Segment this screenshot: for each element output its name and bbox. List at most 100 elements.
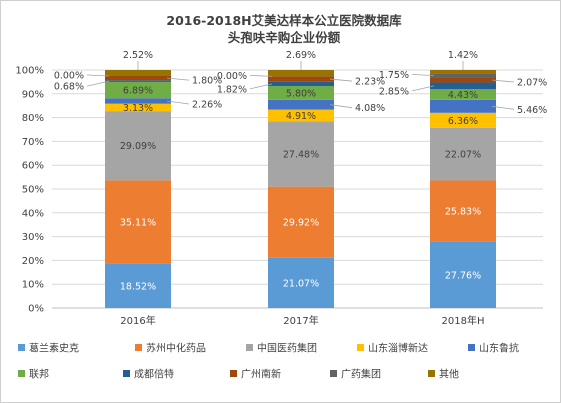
leader-line xyxy=(249,83,273,90)
data-label: 1.42% xyxy=(448,50,478,61)
data-label: 6.36% xyxy=(448,116,478,127)
bar-segment xyxy=(105,80,171,82)
bar-segment xyxy=(430,99,496,113)
y-tick-label: 10% xyxy=(22,280,44,291)
legend-swatch xyxy=(468,344,475,351)
data-label: 0.00% xyxy=(54,70,84,81)
bar-segment xyxy=(430,89,496,100)
leader-line xyxy=(86,74,110,77)
data-label: 4.43% xyxy=(448,90,478,101)
data-label: 6.89% xyxy=(123,86,153,97)
bar-segment xyxy=(268,121,334,187)
leader-line xyxy=(491,79,515,83)
legend-swatch xyxy=(230,370,237,377)
x-tick-label: 2016年 xyxy=(120,314,155,327)
data-label: 4.91% xyxy=(286,111,316,122)
data-label: 3.13% xyxy=(123,103,153,114)
chart-title-line-1: 2016-2018H艾美达样本公立医院数据库 xyxy=(166,13,402,28)
bar-segment xyxy=(268,99,334,110)
bar-segment xyxy=(430,70,496,74)
bar-segment xyxy=(430,180,496,242)
data-label: 2.23% xyxy=(355,77,385,88)
data-label: 22.07% xyxy=(445,150,481,161)
leader-line xyxy=(329,78,353,82)
legend-swatch xyxy=(428,370,435,377)
data-label: 4.08% xyxy=(355,103,385,114)
bar-segment xyxy=(105,103,171,112)
bar-segment xyxy=(430,73,496,78)
data-label: 2.69% xyxy=(286,50,316,61)
legend-label: 葛兰素史克 xyxy=(29,342,79,355)
legend-label: 山东淄博新达 xyxy=(368,342,428,355)
legend-swatch xyxy=(18,370,25,377)
legend-label: 中国医药集团 xyxy=(257,342,317,355)
y-tick-label: 70% xyxy=(22,137,44,148)
data-label: 0.68% xyxy=(54,82,84,93)
leader-line xyxy=(249,75,273,77)
bar-segment xyxy=(105,75,171,81)
y-tick-label: 50% xyxy=(22,185,44,196)
legend-label: 广药集团 xyxy=(341,368,381,381)
data-label: 25.83% xyxy=(445,207,481,218)
data-label: 2.26% xyxy=(192,99,222,110)
legend-swatch xyxy=(330,370,337,377)
data-label: 5.46% xyxy=(517,105,547,116)
bar-segment xyxy=(105,111,171,181)
bar-segment xyxy=(105,180,171,264)
legend-swatch xyxy=(357,344,364,351)
data-label: 21.07% xyxy=(283,278,319,289)
bar-segment xyxy=(430,241,496,308)
data-label: 1.82% xyxy=(217,84,247,95)
bar-segment xyxy=(268,70,334,77)
data-label: 2.52% xyxy=(123,50,153,61)
data-label: 29.92% xyxy=(283,218,319,229)
leader-line xyxy=(166,100,190,105)
data-label: 1.75% xyxy=(379,70,409,81)
y-tick-label: 20% xyxy=(22,256,44,267)
x-tick-label: 2017年 xyxy=(283,314,318,327)
y-tick-label: 80% xyxy=(22,113,44,124)
data-label: 27.48% xyxy=(283,149,319,160)
leader-line xyxy=(491,105,515,110)
y-tick-label: 90% xyxy=(22,89,44,100)
leader-line xyxy=(411,85,435,92)
y-axis-ticks: 0% 10% 20% 30% 40% 50% 60% 70% 80% 90% 100% xyxy=(15,66,44,315)
bar-segment xyxy=(268,81,334,87)
leader-line xyxy=(166,77,190,81)
legend-label: 苏州中化药品 xyxy=(146,342,206,355)
leader-line xyxy=(329,104,353,109)
bar-segment xyxy=(105,70,171,76)
bar-segment xyxy=(430,112,496,128)
chart-title-line-2: 头孢呋辛购企业份额 xyxy=(228,30,341,45)
data-label: 0.00% xyxy=(217,71,247,82)
y-tick-label: 40% xyxy=(22,208,44,219)
bar-segment xyxy=(268,257,334,308)
data-label: 2.07% xyxy=(517,78,547,89)
legend-label: 其他 xyxy=(439,368,459,381)
data-label: 35.11% xyxy=(120,218,156,229)
bar-segment xyxy=(430,77,496,83)
y-tick-label: 60% xyxy=(22,161,44,172)
legend-swatch xyxy=(123,370,130,377)
y-tick-label: 100% xyxy=(15,66,44,77)
x-tick-label: 2018年H xyxy=(442,314,485,327)
bar-segment xyxy=(268,109,334,122)
bar-segment xyxy=(268,86,334,100)
legend-swatch xyxy=(135,344,142,351)
bar-segment xyxy=(268,186,334,258)
legend-swatch xyxy=(246,344,253,351)
data-labels: 18.52% 35.11% 29.09% 3.13% 6.89% 2.26% 0.68% 1.… xyxy=(54,50,547,292)
data-label: 29.09% xyxy=(120,141,156,152)
bars xyxy=(105,70,496,308)
y-tick-label: 30% xyxy=(22,232,44,243)
legend-label: 山东鲁抗 xyxy=(479,342,519,355)
y-tick-label: 0% xyxy=(28,304,44,315)
data-label: 18.52% xyxy=(120,281,156,292)
bar-segment xyxy=(430,82,496,90)
legend-swatch xyxy=(18,344,25,351)
data-label: 2.85% xyxy=(379,86,409,97)
legend-label: 联邦 xyxy=(29,368,49,381)
legend-label: 广州南新 xyxy=(241,368,281,381)
